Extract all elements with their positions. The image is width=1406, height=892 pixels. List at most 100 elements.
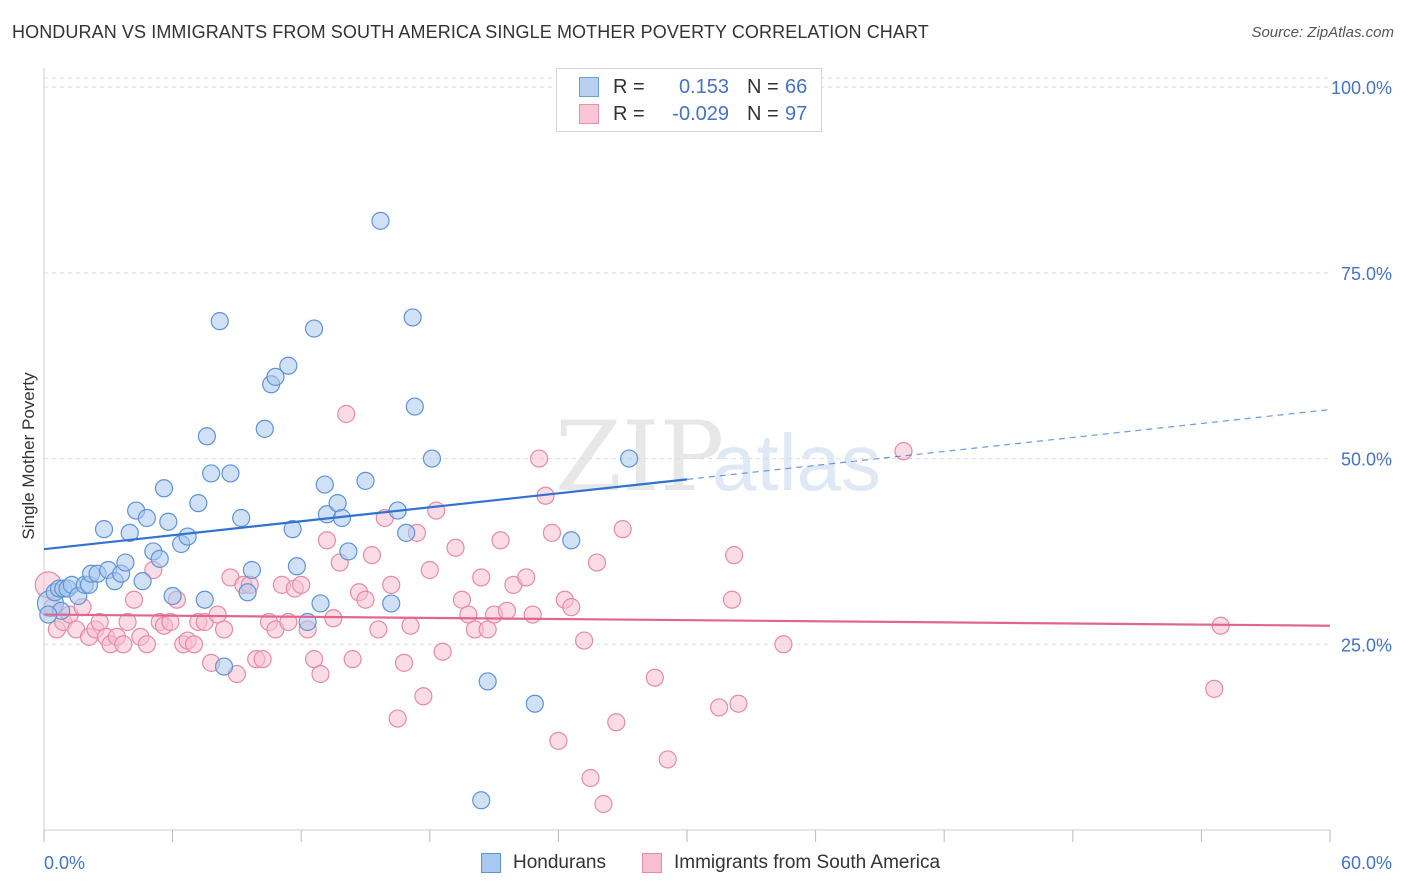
- legend-swatch-immigrants: [642, 853, 662, 873]
- hondurans-point: [120, 523, 139, 542]
- immigrants-point: [549, 731, 568, 750]
- immigrants-point: [369, 620, 388, 639]
- hondurans-point: [221, 464, 240, 483]
- immigrants-point: [184, 635, 204, 654]
- hondurans-point: [197, 427, 216, 446]
- immigrants-point: [161, 612, 180, 632]
- y-tick-label: 50.0%: [1341, 450, 1392, 470]
- immigrants-point: [497, 601, 517, 620]
- hondurans-point: [382, 594, 401, 613]
- immigrants-point: [594, 794, 613, 814]
- hondurans-point: [94, 520, 114, 539]
- immigrants-point: [562, 598, 581, 617]
- legend-r-label: R =: [613, 102, 645, 125]
- trend-lines: [43, 408, 1331, 627]
- immigrants-point: [114, 635, 133, 654]
- x-tick-label: 60.0%: [1341, 853, 1392, 873]
- hondurans-point: [159, 512, 178, 531]
- hondurans-point: [232, 508, 251, 528]
- y-tick-labels: 25.0% 50.0% 75.0% 100.0%: [1331, 78, 1392, 655]
- hondurans-point: [116, 553, 135, 572]
- legend-n-label: N =: [747, 75, 779, 98]
- legend-r-label: R =: [613, 75, 645, 98]
- legend-item-hondurans[interactable]: Hondurans: [481, 852, 606, 874]
- immigrants-point: [214, 620, 234, 639]
- hondurans-trend-extension: [686, 408, 1331, 480]
- hondurans-point: [238, 583, 257, 602]
- immigrants-point: [414, 687, 433, 706]
- legend-item-immigrants[interactable]: Immigrants from South America: [642, 852, 940, 874]
- x-tick-label: 0.0%: [44, 853, 85, 873]
- hondurans-point: [339, 542, 358, 561]
- hondurans-point: [287, 557, 307, 576]
- legend-n-value: 66: [785, 75, 808, 98]
- hondurans-point: [371, 211, 390, 230]
- immigrants-point: [427, 501, 446, 520]
- legend-n-value: 97: [785, 102, 808, 125]
- y-axis-label: Single Mother Poverty: [19, 372, 38, 540]
- hondurans-point: [178, 527, 197, 546]
- hondurans-trend-line: [43, 478, 688, 551]
- hondurans-point: [133, 572, 152, 591]
- immigrants-point: [722, 590, 742, 609]
- hondurans-point: [356, 471, 375, 490]
- hondurans-point: [154, 479, 174, 498]
- immigrants-point: [581, 768, 600, 788]
- immigrants-point: [362, 546, 382, 565]
- legend-row-immigrants: R = -0.029 N = 97: [579, 102, 807, 126]
- immigrants-point: [530, 449, 549, 468]
- series-hondurans-points: [36, 211, 639, 810]
- immigrants-point: [311, 664, 330, 684]
- hondurans-point: [405, 397, 424, 416]
- chart-source: Source: ZipAtlas.com: [1251, 24, 1394, 41]
- hondurans-point: [150, 549, 169, 568]
- series-legend: Hondurans Immigrants from South America: [0, 852, 1406, 878]
- legend-n-label: N =: [747, 102, 779, 125]
- hondurans-point: [137, 508, 156, 528]
- immigrants-point: [491, 531, 510, 550]
- immigrants-point: [774, 635, 793, 654]
- hondurans-point: [266, 367, 285, 386]
- hondurans-point: [472, 791, 491, 810]
- immigrants-point: [124, 590, 144, 609]
- watermark-atlas: atlas: [712, 418, 881, 507]
- immigrants-point: [472, 568, 491, 587]
- immigrants-point: [118, 612, 137, 632]
- hondurans-point: [255, 419, 274, 438]
- hondurans-point: [315, 475, 334, 494]
- immigrants-point: [382, 575, 401, 594]
- watermark-zip: ZIP: [555, 401, 724, 513]
- y-tick-label: 75.0%: [1341, 264, 1392, 284]
- immigrants-point: [729, 694, 748, 713]
- immigrants-point: [388, 709, 407, 728]
- hondurans-point: [279, 356, 298, 375]
- y-tick-label: 100.0%: [1331, 78, 1392, 98]
- legend-row-hondurans: R = 0.153 N = 66: [579, 75, 807, 99]
- immigrants-point: [658, 750, 677, 769]
- legend-swatch-hondurans: [481, 853, 501, 873]
- legend-swatch-blue: [579, 77, 599, 97]
- hondurans-point: [242, 560, 262, 580]
- watermark: ZIP atlas: [555, 401, 881, 513]
- immigrants-point: [433, 642, 452, 661]
- legend-label-immigrants: Immigrants from South America: [674, 852, 941, 873]
- chart-title: HONDURAN VS IMMIGRANTS FROM SOUTH AMERIC…: [12, 22, 929, 42]
- immigrants-point: [575, 631, 594, 650]
- y-tick-label: 25.0%: [1341, 635, 1392, 655]
- immigrants-point: [137, 635, 156, 654]
- hondurans-point: [403, 308, 422, 327]
- immigrants-point: [710, 698, 729, 717]
- hondurans-point: [195, 590, 214, 609]
- hondurans-point: [311, 594, 330, 613]
- hondurans-point: [210, 312, 229, 331]
- immigrants-point: [253, 650, 272, 669]
- hondurans-point: [525, 694, 544, 713]
- hondurans-point: [422, 449, 442, 468]
- immigrants-point: [613, 520, 632, 539]
- axes: [43, 68, 1331, 842]
- immigrants-point: [356, 590, 375, 609]
- immigrants-point: [645, 668, 664, 687]
- correlation-legend: R = 0.153 N = 66 R = -0.029 N = 97: [556, 68, 822, 132]
- immigrants-point: [607, 713, 626, 732]
